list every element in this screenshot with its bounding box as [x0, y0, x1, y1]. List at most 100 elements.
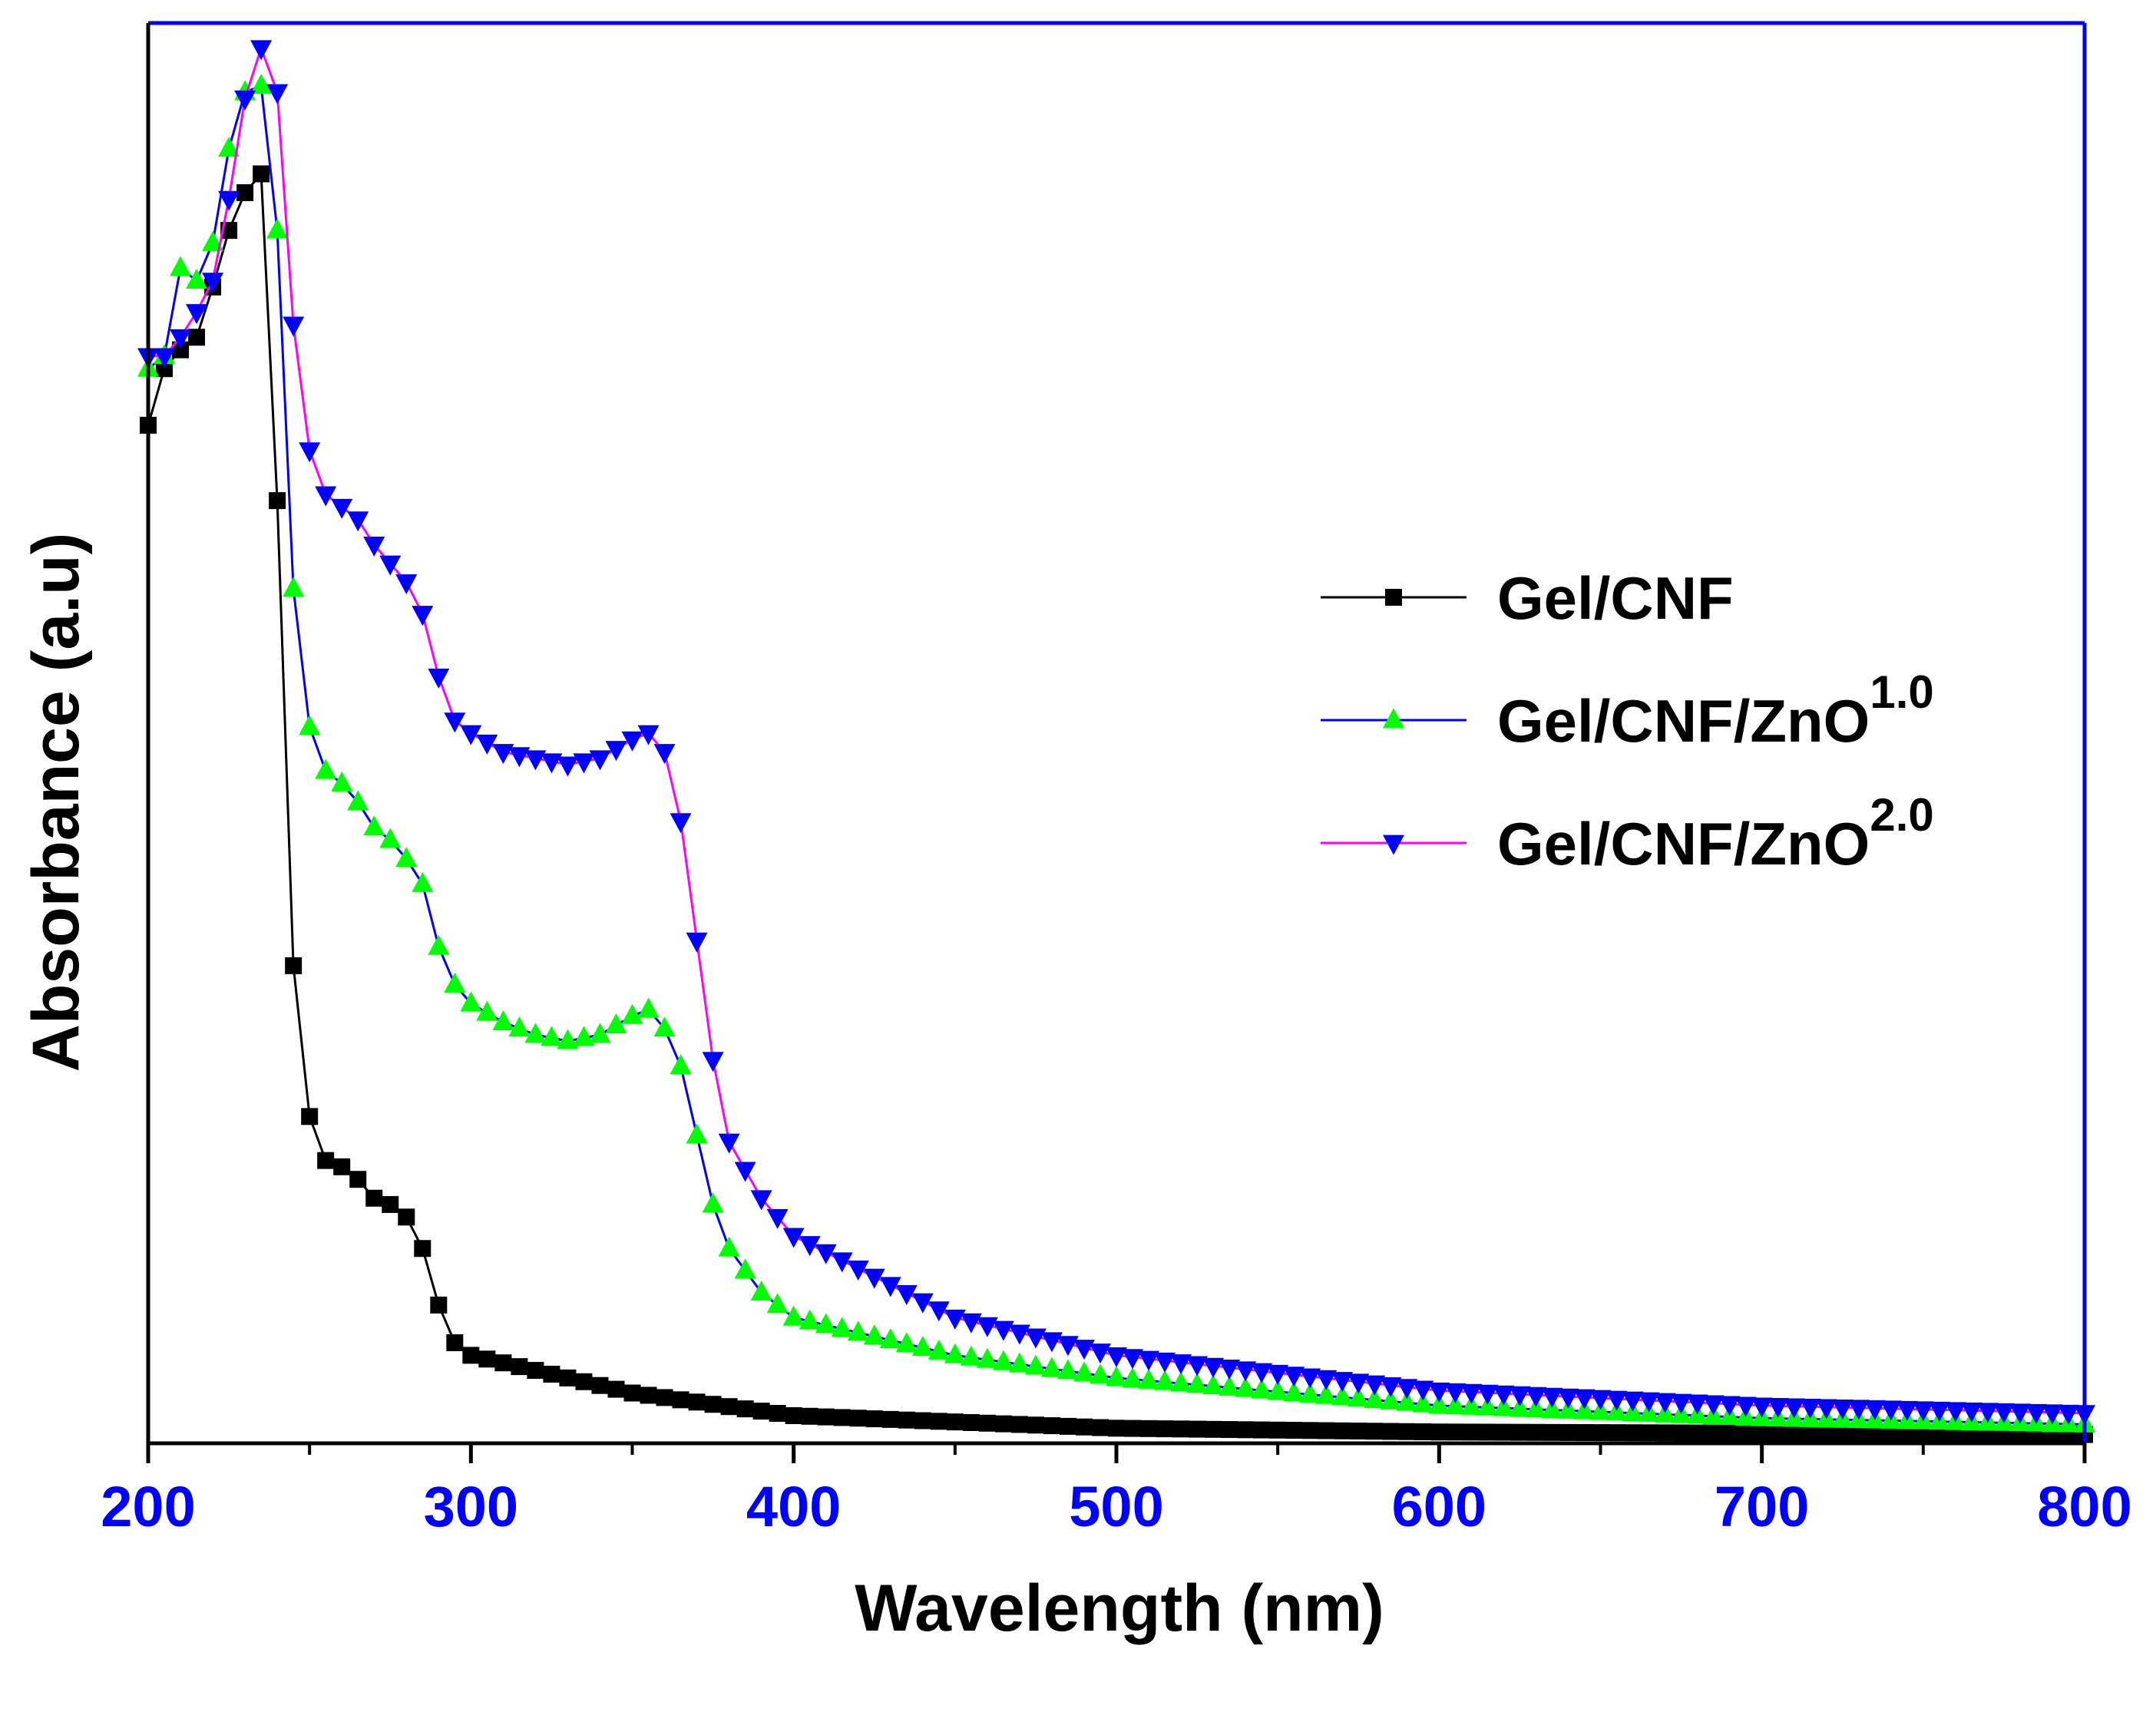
series-marker-2 — [1654, 1393, 1676, 1413]
series-marker-0 — [1479, 1423, 1496, 1441]
series-marker-0 — [1543, 1423, 1561, 1441]
data-point-2-28 — [670, 813, 692, 834]
series-marker-2 — [879, 1277, 901, 1297]
data-point-2-20 — [460, 725, 482, 745]
series-marker-2 — [1476, 1384, 1499, 1405]
series-marker-2 — [1509, 1386, 1531, 1406]
data-point-0-9 — [285, 957, 303, 974]
data-point-2-12 — [331, 498, 353, 519]
series-marker-0 — [1075, 1418, 1093, 1436]
series-marker-0 — [1608, 1424, 1625, 1442]
series-marker-2 — [1396, 1379, 1418, 1400]
series-marker-2 — [1073, 1340, 1095, 1360]
data-point-0-8 — [269, 492, 286, 510]
series-marker-1 — [1089, 1363, 1111, 1384]
series-marker-0 — [849, 1410, 867, 1427]
series-marker-2 — [573, 753, 595, 774]
series-marker-1 — [1525, 1397, 1547, 1418]
data-point-1-9 — [283, 577, 305, 597]
series-marker-1 — [1396, 1390, 1418, 1411]
x-tick-label: 200 — [101, 1475, 195, 1538]
series-marker-2 — [831, 1252, 853, 1273]
data-point-2-8 — [266, 84, 289, 104]
series-marker-1 — [1251, 1378, 1273, 1399]
series-marker-2 — [1315, 1370, 1338, 1390]
legend-item-2: Gel/CNF/ZnO2.0 — [1321, 789, 1934, 877]
series-marker-0 — [1124, 1420, 1142, 1437]
series-marker-2 — [734, 1162, 756, 1182]
series-marker-0 — [1705, 1424, 1722, 1442]
series-marker-0 — [1592, 1424, 1609, 1442]
legend-item-0: Gel/CNF — [1321, 564, 1734, 632]
series-marker-1 — [1412, 1392, 1434, 1413]
series-marker-0 — [1769, 1424, 1787, 1442]
series-marker-0 — [898, 1411, 915, 1429]
series-marker-2 — [992, 1320, 1014, 1341]
series-0 — [140, 165, 2093, 1443]
data-point-1-15 — [379, 828, 402, 848]
series-marker-0 — [1189, 1420, 1206, 1438]
series-marker-1 — [1219, 1375, 1241, 1396]
series-marker-1 — [831, 1317, 853, 1337]
data-point-1-33 — [782, 1305, 805, 1326]
series-marker-1 — [1348, 1386, 1370, 1407]
series-marker-0 — [1027, 1416, 1044, 1434]
series-marker-0 — [1559, 1423, 1577, 1441]
series-marker-0 — [1737, 1424, 1754, 1442]
series-marker-0 — [1414, 1423, 1432, 1441]
series-marker-0 — [640, 1386, 657, 1404]
data-point-2-1 — [154, 348, 176, 369]
series-marker-2 — [1348, 1373, 1370, 1394]
series-marker-0 — [607, 1380, 625, 1398]
series-marker-2 — [1024, 1328, 1047, 1349]
series-marker-1 — [1122, 1367, 1144, 1388]
series-marker-1 — [847, 1320, 869, 1341]
series-marker-0 — [1366, 1423, 1384, 1440]
series-marker-0 — [833, 1409, 851, 1426]
data-point-1-14 — [363, 815, 385, 836]
series-line-1 — [147, 84, 2085, 1426]
data-point-1-28 — [670, 1054, 692, 1075]
data-point-0-3 — [188, 329, 206, 346]
series-marker-0 — [1382, 1423, 1400, 1440]
series-marker-2 — [1863, 1400, 1886, 1420]
series-marker-0 — [1350, 1423, 1367, 1440]
legend-marker — [1383, 708, 1404, 729]
series-marker-0 — [559, 1369, 577, 1386]
x-tick-label: 500 — [1069, 1475, 1163, 1538]
series-marker-1 — [976, 1347, 998, 1368]
series-marker-0 — [478, 1350, 496, 1368]
series-marker-2 — [1493, 1385, 1515, 1406]
series-marker-2 — [1670, 1393, 1692, 1414]
series-marker-2 — [1541, 1387, 1563, 1408]
series-marker-0 — [1043, 1417, 1060, 1435]
series-marker-1 — [928, 1339, 950, 1360]
data-point-2-14 — [363, 537, 385, 557]
series-marker-2 — [1299, 1368, 1321, 1389]
series-marker-0 — [930, 1413, 947, 1430]
series-marker-2 — [2041, 1404, 2063, 1425]
series-marker-1 — [573, 1026, 595, 1046]
data-point-1-29 — [686, 1123, 708, 1144]
series-marker-2 — [1831, 1399, 1853, 1420]
series-marker-0 — [1237, 1421, 1255, 1439]
data-point-1-11 — [315, 759, 337, 779]
data-point-2-34 — [944, 1309, 966, 1330]
series-marker-2 — [1799, 1398, 1821, 1419]
series-marker-0 — [1785, 1425, 1803, 1443]
data-point-2-4 — [202, 273, 224, 293]
series-marker-2 — [1734, 1396, 1757, 1417]
series-marker-0 — [752, 1403, 770, 1420]
data-point-0-10 — [301, 1108, 319, 1125]
series-marker-2 — [541, 753, 563, 774]
series-marker-2 — [1880, 1400, 1902, 1421]
series-marker-0 — [1624, 1424, 1642, 1442]
data-point-0-11 — [317, 1152, 335, 1169]
series-marker-1 — [799, 1309, 821, 1330]
series-marker-2 — [476, 734, 498, 755]
series-marker-0 — [1318, 1422, 1335, 1439]
series-marker-0 — [1253, 1421, 1271, 1439]
series-marker-2 — [815, 1244, 837, 1264]
